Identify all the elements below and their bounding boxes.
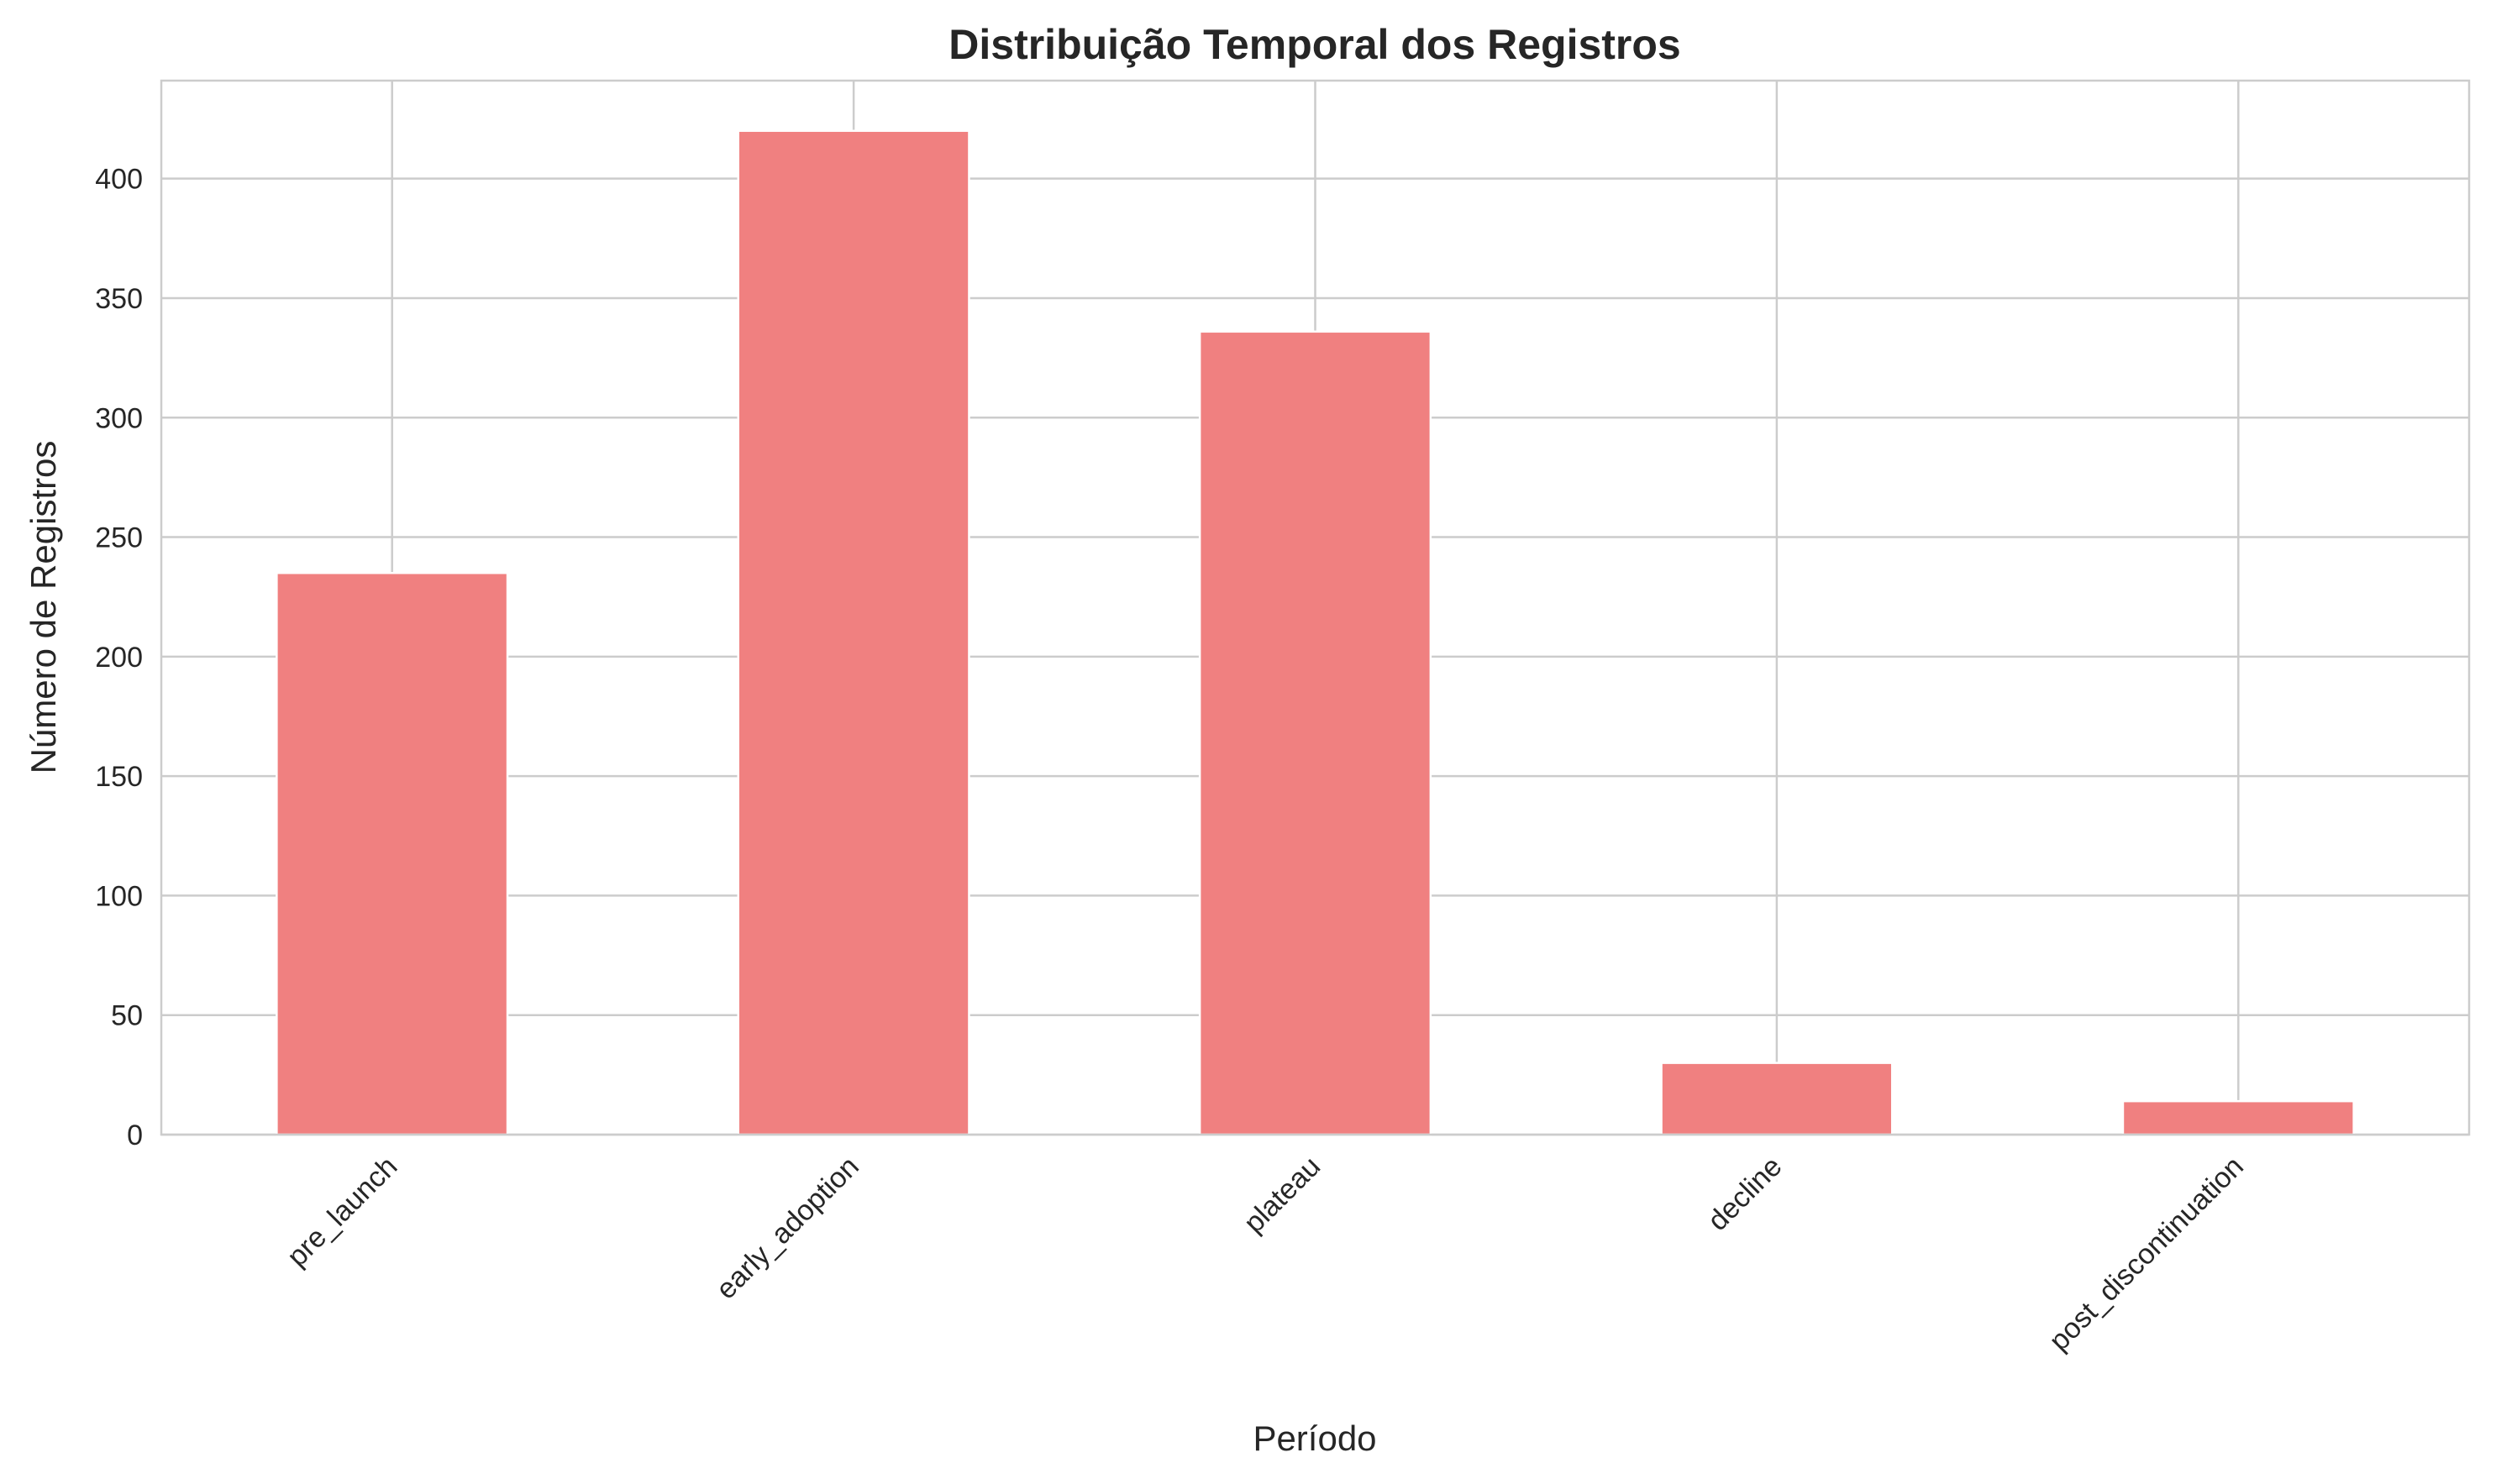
y-tick-label: 400	[95, 164, 143, 196]
y-tick-labels: 0 50 100 150 200 250 300 350 400	[95, 164, 143, 1151]
bar-post-discontinuation	[2121, 1099, 2355, 1136]
x-tick-label: decline	[1701, 1151, 1788, 1237]
y-tick-label: 100	[95, 880, 143, 912]
y-tick-label: 0	[127, 1120, 143, 1151]
chart-title: Distribuição Temporal dos Registros	[948, 21, 1680, 68]
y-axis-label: Número de Registros	[24, 441, 63, 774]
x-tick-label: pre_launch	[281, 1151, 404, 1273]
y-tick-label: 200	[95, 642, 143, 674]
y-tick-label: 50	[111, 1000, 143, 1032]
bar-early-adoption	[737, 129, 970, 1136]
y-tick-label: 350	[95, 283, 143, 315]
y-tick-label: 250	[95, 522, 143, 554]
x-tick-label: post_discontinuation	[2043, 1151, 2250, 1357]
bars	[276, 129, 2355, 1136]
x-tick-labels: pre_launch early_adoption plateau decline po…	[281, 1151, 2250, 1357]
x-axis-label: Período	[1253, 1418, 1376, 1458]
x-tick-label: plateau	[1237, 1151, 1327, 1240]
x-tick-label: early_adoption	[710, 1151, 865, 1306]
bar-plateau	[1198, 330, 1432, 1136]
bar-decline	[1660, 1062, 1894, 1136]
bar-pre-launch	[276, 571, 509, 1136]
y-tick-label: 300	[95, 402, 143, 434]
plot-frame	[160, 79, 2471, 1136]
y-tick-label: 150	[95, 761, 143, 793]
